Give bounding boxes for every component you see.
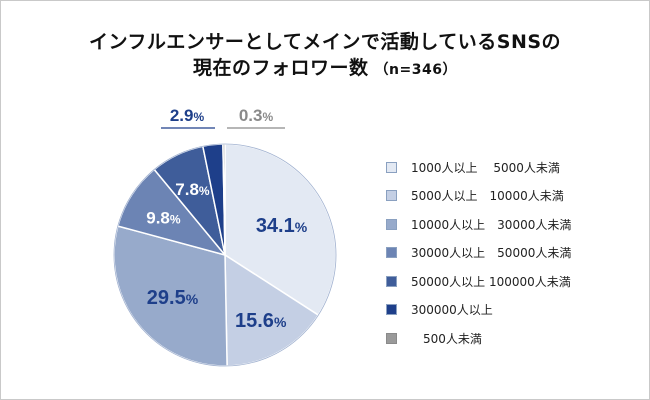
title-line-2: 現在のフォロワー数 （n=346）: [1, 55, 649, 83]
value-label-number-0: 34.1: [256, 215, 295, 237]
legend-label-6: 500人未満: [411, 331, 482, 346]
value-label-unit-5: %: [193, 110, 204, 124]
value-label-1: 15.6%: [235, 310, 287, 332]
legend-item-0: 1000人以上 5000人未満: [386, 153, 571, 182]
legend-label-3: 30000人以上 50000人未満: [411, 246, 572, 261]
value-label-number-5: 2.9: [170, 106, 194, 125]
chart-title: インフルエンサーとしてメインで活動しているSNSの 現在のフォロワー数 （n=34…: [1, 29, 649, 83]
value-label-5: 2.9%: [170, 106, 205, 125]
value-label-2: 29.5%: [147, 287, 199, 309]
legend-swatch-1: [386, 190, 397, 202]
value-label-number-1: 15.6: [235, 310, 274, 332]
legend-swatch-5: [386, 304, 397, 316]
pie-outline: [113, 143, 337, 367]
legend-swatch-3: [386, 247, 397, 259]
sample-size: （n=346）: [374, 62, 457, 78]
value-label-number-6: 0.3: [239, 106, 263, 125]
legend-label-4: 50000人以上 100000人未満: [411, 274, 571, 289]
legend-swatch-6: [386, 332, 397, 344]
legend: 1000人以上 5000人未満 5000人以上 10000人未満 10000人以上 …: [386, 153, 571, 353]
legend-label-5: 300000人以上: [411, 303, 493, 318]
legend-label-2: 10000人以上 30000人未満: [411, 217, 572, 232]
value-label-number-2: 29.5: [147, 287, 186, 309]
value-label-6: 0.3%: [239, 106, 274, 125]
title-line-1: インフルエンサーとしてメインで活動しているSNSの: [88, 31, 562, 53]
legend-item-5: 300000人以上: [386, 296, 571, 325]
value-label-4: 7.8%: [175, 180, 210, 199]
legend-swatch-4: [386, 275, 397, 287]
value-label-number-4: 7.8: [175, 180, 199, 199]
value-label-number-3: 9.8: [146, 208, 170, 227]
value-label-unit-6: %: [262, 110, 273, 124]
value-label-unit-2: %: [186, 291, 199, 307]
legend-swatch-0: [386, 161, 397, 173]
legend-item-2: 10000人以上 30000人未満: [386, 210, 571, 239]
value-label-3: 9.8%: [146, 208, 181, 227]
legend-label-0: 1000人以上 5000人未満: [411, 160, 560, 175]
value-label-unit-3: %: [170, 212, 181, 226]
value-label-unit-4: %: [199, 184, 210, 198]
title-line-2-text: 現在のフォロワー数: [193, 57, 369, 79]
legend-item-4: 50000人以上 100000人未満: [386, 267, 571, 296]
value-label-unit-1: %: [274, 314, 287, 330]
value-label-unit-0: %: [295, 219, 308, 235]
legend-item-6: 500人未満: [386, 324, 571, 353]
value-label-0: 34.1%: [256, 215, 308, 237]
legend-item-3: 30000人以上 50000人未満: [386, 239, 571, 268]
legend-item-1: 5000人以上 10000人未満: [386, 182, 571, 211]
legend-label-1: 5000人以上 10000人未満: [411, 189, 564, 204]
legend-swatch-2: [386, 218, 397, 230]
